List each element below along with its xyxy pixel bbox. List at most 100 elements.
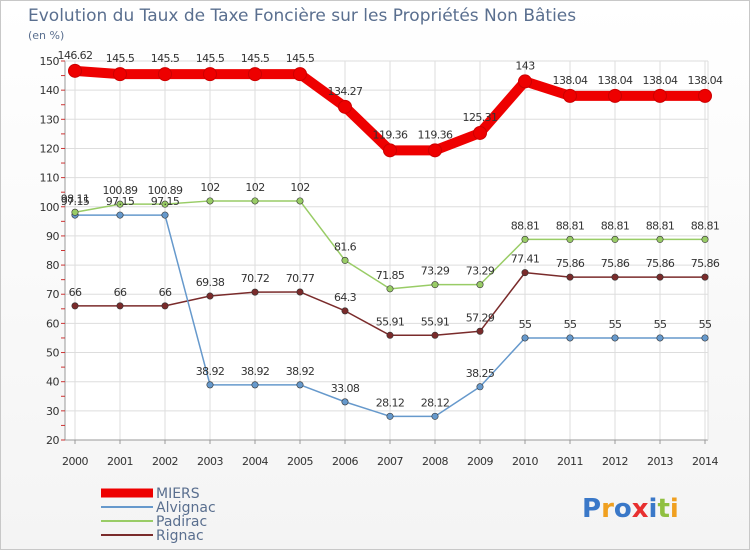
data-point-rignac (566, 273, 574, 281)
data-point-alvignac (656, 334, 664, 342)
data-point-alvignac (296, 381, 304, 389)
data-label-padirac: 100.89 (103, 184, 138, 197)
data-point-padirac (71, 208, 79, 216)
data-label-padirac: 71.85 (376, 269, 405, 282)
data-label-miers: 119.36 (418, 128, 453, 141)
data-label-rignac: 66 (114, 286, 127, 299)
y-axis-ticks: 20 30 40 50 60 70 80 90 100 110 120 130 140 150 (40, 55, 60, 447)
data-label-padirac: 88.81 (646, 219, 675, 232)
data-label-alvignac: 97.15 (61, 195, 90, 208)
data-label-alvignac: 38.92 (241, 365, 270, 378)
data-label-alvignac: 97.15 (106, 195, 135, 208)
data-point-alvignac (161, 211, 169, 219)
data-point-miers (608, 88, 622, 103)
data-label-rignac: 75.86 (646, 257, 675, 270)
y-tick-label: 60 (46, 317, 59, 330)
legend-label-rignac: Rignac (156, 528, 204, 544)
data-point-alvignac (431, 412, 439, 420)
proxiti-logo: Proxiti (582, 494, 679, 524)
data-label-alvignac: 55 (519, 318, 532, 331)
data-point-padirac (476, 281, 484, 289)
y-tick-label: 40 (46, 376, 59, 389)
y-tick-label: 140 (40, 84, 60, 97)
data-label-miers: 119.36 (373, 128, 408, 141)
data-point-padirac (386, 285, 394, 293)
data-label-miers: 138.04 (553, 74, 588, 87)
data-label-alvignac: 55 (654, 318, 667, 331)
data-label-alvignac: 28.12 (376, 396, 405, 409)
data-point-rignac (431, 331, 439, 339)
data-label-padirac: 98.11 (61, 192, 90, 205)
data-label-padirac: 102 (245, 181, 264, 194)
logo-text: Proxiti (582, 494, 679, 524)
data-point-rignac (386, 331, 394, 339)
x-tick-label: 2013 (647, 455, 673, 468)
data-labels: 66 66 66 69.38 70.72 70.77 64.3 55.91 55.91 57.29… (58, 49, 724, 409)
data-label-rignac: 64.3 (334, 291, 357, 304)
data-label-rignac: 75.86 (556, 257, 585, 270)
data-point-rignac (161, 302, 169, 310)
data-label-miers: 145.5 (241, 52, 270, 65)
data-point-padirac (701, 235, 709, 243)
y-tick-label: 20 (46, 434, 59, 447)
data-point-padirac (431, 281, 439, 289)
data-label-miers: 143 (515, 59, 535, 72)
data-label-miers: 145.5 (106, 52, 135, 65)
data-label-padirac: 102 (290, 181, 309, 194)
x-tick-label: 2006 (332, 455, 358, 468)
data-label-rignac: 66 (159, 286, 172, 299)
data-label-padirac: 73.29 (421, 265, 450, 278)
plot-background (65, 61, 708, 440)
data-label-rignac: 57.29 (466, 311, 495, 324)
data-point-rignac (656, 273, 664, 281)
data-point-miers (113, 67, 127, 82)
data-label-miers: 145.5 (196, 52, 225, 65)
data-point-miers (383, 143, 397, 158)
chart-title: Evolution du Taux de Taxe Foncière sur l… (28, 6, 576, 26)
grid-lines (61, 60, 709, 441)
data-point-padirac (611, 235, 619, 243)
chart-subtitle: (en %) (28, 29, 64, 42)
data-point-padirac (206, 197, 214, 205)
data-label-miers: 134.27 (328, 85, 363, 98)
data-point-rignac (206, 292, 214, 300)
data-point-alvignac (206, 381, 214, 389)
x-tick-label: 2004 (242, 455, 268, 468)
data-label-rignac: 75.86 (691, 257, 720, 270)
legend-label-alvignac: Alvignac (156, 500, 216, 516)
data-label-alvignac: 55 (609, 318, 622, 331)
x-tick-label: 2001 (107, 455, 133, 468)
data-point-alvignac (521, 334, 529, 342)
data-point-padirac (161, 200, 169, 208)
data-point-padirac (656, 235, 664, 243)
series-points (68, 63, 712, 420)
data-label-padirac: 88.81 (601, 219, 630, 232)
data-label-padirac: 88.81 (691, 219, 720, 232)
data-label-alvignac: 33.08 (331, 382, 360, 395)
data-label-alvignac: 97.15 (151, 195, 180, 208)
data-point-alvignac (701, 334, 709, 342)
data-label-rignac: 55.91 (376, 315, 405, 328)
data-point-miers (158, 67, 172, 82)
data-label-padirac: 88.81 (511, 219, 540, 232)
data-label-padirac: 100.89 (148, 184, 183, 197)
legend-label-miers: MIERS (156, 486, 200, 502)
data-point-alvignac (251, 381, 259, 389)
y-tick-label: 120 (40, 142, 60, 155)
y-tick-label: 130 (40, 113, 60, 126)
data-label-alvignac: 38.92 (286, 365, 315, 378)
x-tick-label: 2008 (422, 455, 448, 468)
data-point-alvignac (566, 334, 574, 342)
data-point-miers (338, 99, 352, 114)
y-tick-label: 30 (46, 405, 59, 418)
data-point-miers (473, 125, 487, 140)
data-point-rignac (116, 302, 124, 310)
data-point-rignac (341, 307, 349, 315)
data-label-padirac: 88.81 (556, 219, 585, 232)
x-tick-label: 2014 (692, 455, 718, 468)
data-point-rignac (476, 327, 484, 335)
data-label-rignac: 55.91 (421, 315, 450, 328)
x-tick-label: 2012 (602, 455, 628, 468)
data-point-rignac (701, 273, 709, 281)
